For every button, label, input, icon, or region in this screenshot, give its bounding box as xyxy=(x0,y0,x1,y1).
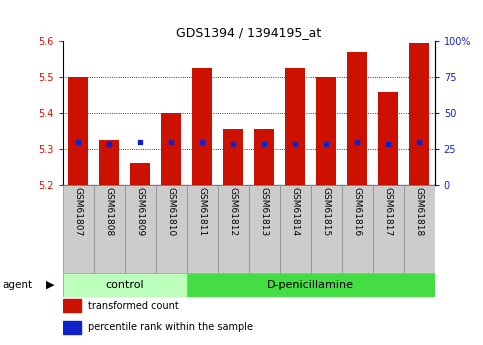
Bar xyxy=(161,113,181,185)
Text: GSM61812: GSM61812 xyxy=(229,187,238,236)
Bar xyxy=(378,91,398,185)
Text: GSM61813: GSM61813 xyxy=(260,187,269,236)
Bar xyxy=(254,129,274,185)
Bar xyxy=(130,163,150,185)
Bar xyxy=(223,129,243,185)
Bar xyxy=(280,185,311,273)
Bar xyxy=(404,185,435,273)
Bar xyxy=(94,185,125,273)
Bar xyxy=(187,185,218,273)
Text: percentile rank within the sample: percentile rank within the sample xyxy=(88,322,253,332)
Bar xyxy=(342,185,373,273)
Bar xyxy=(63,273,187,297)
Bar xyxy=(285,68,305,185)
Bar xyxy=(218,185,249,273)
Bar xyxy=(125,185,156,273)
Bar xyxy=(68,77,88,185)
Text: GSM61811: GSM61811 xyxy=(198,187,207,236)
Text: GSM61818: GSM61818 xyxy=(415,187,424,236)
Text: GSM61814: GSM61814 xyxy=(291,187,300,236)
Bar xyxy=(187,273,435,297)
Bar xyxy=(311,185,342,273)
Text: control: control xyxy=(105,280,144,289)
Bar xyxy=(373,185,404,273)
Text: GSM61807: GSM61807 xyxy=(74,187,83,236)
Bar xyxy=(316,77,336,185)
Text: D-penicillamine: D-penicillamine xyxy=(267,280,354,289)
Text: GSM61816: GSM61816 xyxy=(353,187,362,236)
Title: GDS1394 / 1394195_at: GDS1394 / 1394195_at xyxy=(176,26,321,39)
Text: agent: agent xyxy=(2,280,32,289)
Bar xyxy=(409,43,429,185)
Text: transformed count: transformed count xyxy=(88,301,179,311)
Text: GSM61810: GSM61810 xyxy=(167,187,176,236)
Bar xyxy=(99,140,119,185)
Bar xyxy=(63,185,94,273)
Bar xyxy=(192,68,213,185)
Text: ▶: ▶ xyxy=(46,280,55,289)
Bar xyxy=(347,52,367,185)
Text: GSM61809: GSM61809 xyxy=(136,187,145,236)
Text: GSM61815: GSM61815 xyxy=(322,187,331,236)
Bar xyxy=(63,299,81,313)
Text: GSM61817: GSM61817 xyxy=(384,187,393,236)
Bar xyxy=(156,185,187,273)
Bar xyxy=(63,321,81,334)
Bar xyxy=(249,185,280,273)
Text: GSM61808: GSM61808 xyxy=(105,187,114,236)
